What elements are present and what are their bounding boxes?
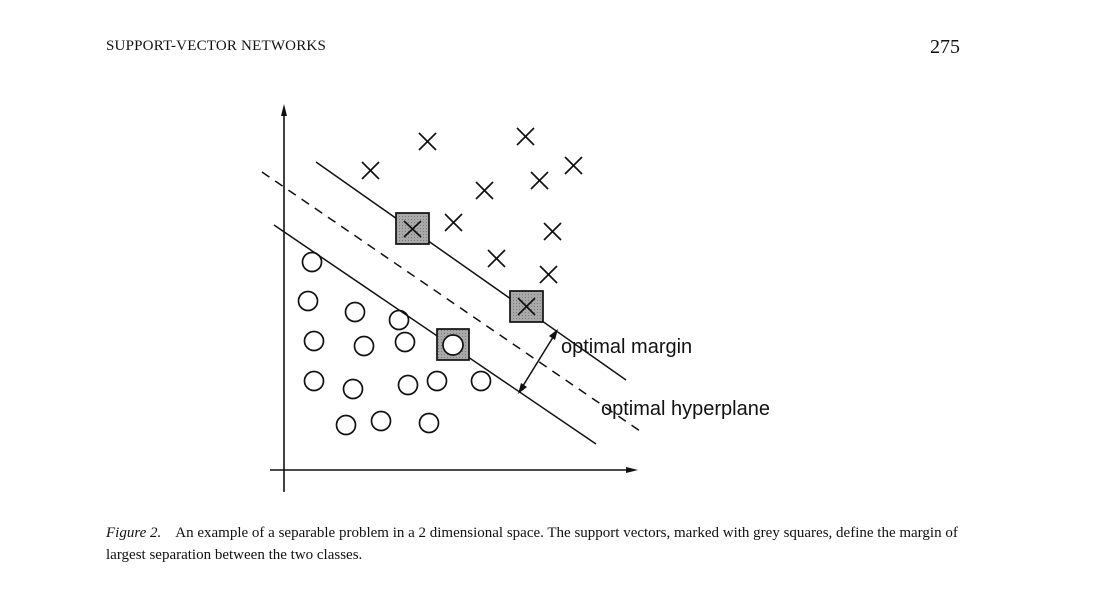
class-x-points bbox=[361, 127, 583, 284]
cross-marker bbox=[475, 181, 494, 200]
upper-margin-line bbox=[315, 161, 627, 381]
cross-marker bbox=[530, 171, 549, 190]
cross-marker bbox=[418, 132, 437, 151]
margin-arrowhead-bottom bbox=[518, 383, 527, 394]
circle-marker bbox=[418, 412, 440, 434]
support-vectors bbox=[395, 212, 544, 361]
circle-marker bbox=[303, 330, 325, 352]
circle-marker bbox=[394, 331, 416, 353]
lower-margin-line bbox=[273, 224, 597, 445]
y-axis-arrowhead bbox=[281, 104, 287, 116]
circle-marker bbox=[388, 309, 410, 331]
circle-marker bbox=[426, 370, 448, 392]
caption-text: An example of a separable problem in a 2… bbox=[106, 525, 958, 563]
circle-marker bbox=[342, 378, 364, 400]
cross-marker bbox=[564, 156, 583, 175]
circle-marker bbox=[301, 251, 323, 273]
axes bbox=[270, 104, 638, 492]
running-title: SUPPORT-VECTOR NETWORKS bbox=[106, 38, 326, 54]
support-vector-circle bbox=[436, 328, 470, 361]
cross-marker bbox=[361, 161, 380, 180]
circle-marker bbox=[397, 374, 419, 396]
margin-arrowhead-top bbox=[549, 329, 558, 340]
circle-marker bbox=[344, 301, 366, 323]
circle-marker bbox=[470, 370, 492, 392]
circle-marker bbox=[335, 414, 357, 436]
margin-arrow bbox=[518, 329, 558, 394]
support-vector-cross-2 bbox=[509, 290, 544, 323]
cross-marker bbox=[543, 222, 562, 241]
circle-marker bbox=[353, 335, 375, 357]
page-number: 275 bbox=[930, 36, 960, 58]
optimal-margin-label: optimal margin bbox=[561, 336, 692, 358]
support-vector-cross-1 bbox=[395, 212, 430, 245]
circle-marker bbox=[370, 410, 392, 432]
cross-marker bbox=[539, 265, 558, 284]
cross-marker bbox=[444, 213, 463, 232]
circle-marker bbox=[297, 290, 319, 312]
figure-caption: Figure 2. An example of a separable probl… bbox=[106, 522, 968, 566]
caption-label: Figure 2. bbox=[106, 525, 162, 541]
x-axis-arrowhead bbox=[626, 467, 638, 473]
optimal-hyperplane-line bbox=[261, 171, 641, 432]
cross-marker bbox=[487, 249, 506, 268]
decision-lines bbox=[261, 161, 641, 445]
class-o-points bbox=[297, 251, 492, 436]
circle-marker bbox=[303, 370, 325, 392]
cross-marker bbox=[516, 127, 535, 146]
optimal-hyperplane-label: optimal hyperplane bbox=[601, 398, 770, 420]
